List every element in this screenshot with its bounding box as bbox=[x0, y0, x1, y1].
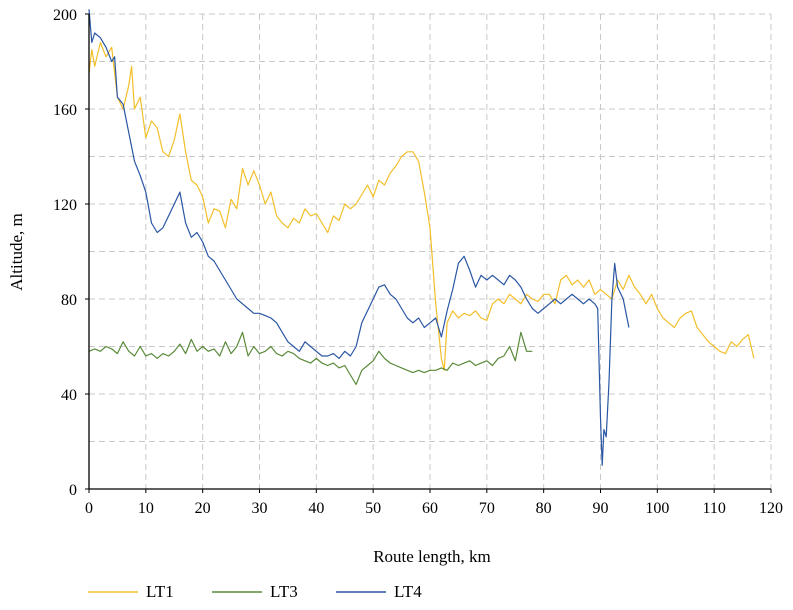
axes bbox=[85, 13, 772, 493]
x-tick-label: 70 bbox=[479, 500, 495, 517]
legend-label-lt4: LT4 bbox=[394, 582, 422, 601]
legend: LT1 LT3 LT4 bbox=[88, 582, 422, 601]
y-tick-label: 200 bbox=[53, 7, 77, 24]
y-tick-label: 80 bbox=[61, 292, 77, 309]
grid bbox=[89, 13, 772, 489]
series-line-lt4 bbox=[88, 9, 630, 466]
y-tick-label: 0 bbox=[69, 482, 77, 499]
x-tick-label: 30 bbox=[252, 500, 268, 517]
x-tick-label: 40 bbox=[308, 500, 324, 517]
y-tick-label: 40 bbox=[61, 387, 77, 404]
series-lines bbox=[88, 9, 755, 466]
x-tick-label: 0 bbox=[85, 500, 93, 517]
x-axis-title: Route length, km bbox=[373, 547, 491, 566]
x-tick-label: 100 bbox=[645, 500, 669, 517]
y-tick-label: 160 bbox=[53, 102, 77, 119]
x-tick-label: 10 bbox=[138, 500, 154, 517]
x-tick-label: 80 bbox=[536, 500, 552, 517]
x-tick-label: 110 bbox=[702, 500, 725, 517]
series-line-lt3 bbox=[88, 331, 533, 386]
series-line-lt1 bbox=[88, 41, 755, 371]
y-tick-label: 120 bbox=[53, 197, 77, 214]
tick-labels: 0 10 20 30 40 50 60 70 80 90 100 110 120 0 40 80 120 160 2… bbox=[53, 7, 783, 517]
x-tick-label: 50 bbox=[365, 500, 381, 517]
x-tick-label: 90 bbox=[593, 500, 609, 517]
legend-label-lt3: LT3 bbox=[270, 582, 298, 601]
x-tick-label: 20 bbox=[195, 500, 211, 517]
x-tick-label: 60 bbox=[422, 500, 438, 517]
legend-label-lt1: LT1 bbox=[146, 582, 174, 601]
y-axis-title: Altitude, m bbox=[7, 213, 26, 290]
x-tick-label: 120 bbox=[759, 500, 783, 517]
